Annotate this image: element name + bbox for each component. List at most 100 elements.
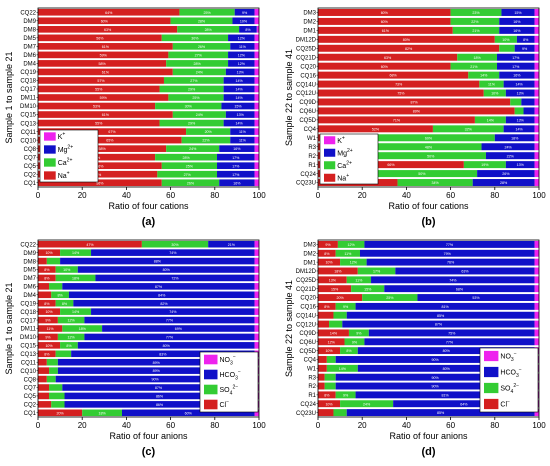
y-axis-label: Sample 1 to sample 21: [4, 51, 14, 143]
bar-value-label: 9%: [352, 340, 358, 344]
bar-segment: [355, 302, 535, 310]
bar-value-label: 28%: [205, 28, 213, 32]
bar-value-label: 8%: [44, 352, 50, 356]
panel-label: (d): [421, 446, 435, 458]
bar-value-label: 27%: [190, 79, 198, 83]
bar-segment: [172, 111, 226, 118]
bar-segment: [141, 240, 209, 248]
category-label: W1: [307, 367, 317, 373]
legend-label: Mg2+: [58, 145, 74, 155]
bar-segment: [38, 409, 83, 417]
bar-value-label: 10%: [502, 38, 510, 42]
bar-segment: [49, 392, 65, 400]
bar-segment: [38, 384, 50, 391]
legend: K+ Mg2+ Ca2+ Na+: [319, 133, 379, 185]
y-axis-label: Sample 22 to sample 41: [284, 49, 294, 146]
bar-segment: [318, 356, 327, 363]
bar-segment: [395, 267, 535, 275]
bar-value-label: 85%: [437, 314, 445, 318]
category-label: DM10: [20, 104, 37, 110]
x-tick-label: 60: [166, 421, 175, 430]
bar-segment: [340, 347, 358, 355]
category-label: CQ12U: [296, 91, 316, 97]
bar-value-label: 20%: [336, 296, 344, 300]
bar-segment: [340, 258, 367, 266]
category-label: W1: [307, 136, 317, 142]
legend-swatch: [484, 382, 499, 394]
category-label: DM6: [23, 53, 36, 59]
category-label: CQ14U: [296, 82, 316, 88]
x-tick-label: 20: [78, 191, 87, 200]
bar-segment: [318, 89, 484, 97]
bar-segment: [38, 60, 167, 67]
x-tick-label: 100: [532, 191, 546, 200]
bar-segment: [534, 267, 539, 275]
bar-value-label: 17%: [232, 164, 240, 168]
bar-segment: [57, 367, 255, 374]
bar-segment: [49, 367, 58, 374]
plot-frame: [37, 239, 260, 418]
bar-value-label: 16%: [233, 147, 241, 151]
y-axis-label: Sample 22 to sample 41: [284, 280, 294, 377]
bar-value-label: 29%: [188, 122, 196, 126]
bar-value-label: 10%: [45, 310, 53, 314]
bar-value-label: 82%: [160, 302, 168, 306]
bar-segment: [318, 125, 433, 133]
bar-segment: [357, 347, 535, 355]
bar-segment: [254, 102, 259, 110]
x-tick-label: 0: [36, 421, 41, 430]
bar-value-label: 20%: [205, 130, 213, 134]
category-label: R2: [308, 384, 316, 390]
bar-value-label: 59%: [100, 53, 108, 57]
bar-segment: [318, 80, 480, 88]
bar-value-label: 88%: [154, 260, 162, 264]
bar-segment: [254, 43, 259, 50]
bar-segment: [230, 43, 255, 50]
bar-segment: [73, 299, 255, 307]
bar-value-label: 9%: [356, 332, 362, 336]
bar-segment: [232, 17, 255, 25]
legend: K+ Mg2+ Ca2+ Na+: [39, 129, 99, 183]
bar-segment: [318, 285, 352, 293]
bar-segment: [326, 364, 358, 372]
bar-value-label: 10%: [325, 402, 333, 406]
bar-segment: [335, 302, 356, 310]
bar-value-label: 21%: [470, 65, 478, 69]
bar-value-label: 8%: [57, 293, 63, 297]
bar-segment: [499, 17, 535, 25]
bar-segment: [208, 240, 255, 248]
bar-value-label: 60%: [425, 136, 433, 140]
legend-label: Ca2+: [337, 160, 352, 170]
bar-segment: [497, 53, 535, 61]
bar-segment: [318, 258, 341, 266]
bar-value-label: 77%: [166, 336, 174, 340]
bar-segment: [505, 161, 535, 169]
bar-value-label: 66%: [387, 163, 395, 167]
bar-segment: [254, 257, 259, 265]
bar-segment: [534, 152, 539, 160]
bar-segment: [337, 240, 365, 248]
bar-segment: [499, 26, 535, 34]
bar-segment: [254, 240, 259, 248]
bar-segment: [254, 34, 259, 42]
category-label: DM3: [303, 11, 316, 17]
category-label: DM7: [23, 45, 36, 51]
bar-segment: [64, 392, 255, 400]
bar-value-label: 10%: [63, 268, 71, 272]
bar-segment: [335, 249, 360, 257]
category-label: CQ1: [24, 181, 37, 187]
bar-segment: [46, 257, 61, 265]
bar-segment: [494, 35, 517, 43]
category-label: CQ22: [20, 10, 36, 16]
bar-value-label: 72%: [171, 277, 179, 281]
bar-segment: [318, 44, 500, 52]
bar-value-label: 58%: [98, 147, 106, 151]
bar-value-label: 56%: [96, 164, 104, 168]
bar-segment: [318, 98, 511, 106]
bar-segment: [38, 77, 164, 84]
bar-value-label: 63%: [461, 270, 469, 274]
bar-segment: [357, 267, 396, 275]
legend-swatch: [204, 384, 218, 395]
x-tick-label: 100: [532, 421, 546, 430]
bar-segment: [393, 400, 535, 408]
